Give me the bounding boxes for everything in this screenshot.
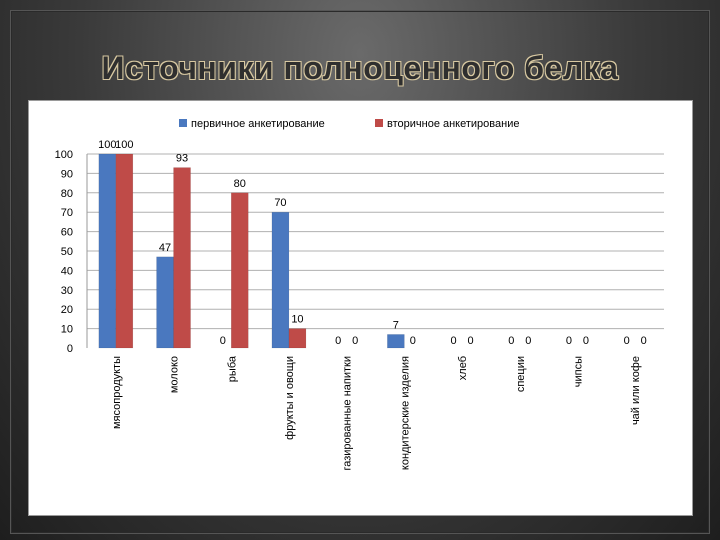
x-tick-label: хлеб	[457, 356, 469, 380]
chart-container: 0 10 20 30 40 50 60 70 80 90 100 первичное анкетиро…	[28, 100, 693, 516]
data-label: 7	[393, 319, 399, 331]
x-tick-label: кондитерские изделия	[399, 356, 411, 470]
y-tick-label: 10	[61, 324, 73, 336]
y-tick-label: 50	[61, 246, 73, 258]
data-label: 0	[566, 335, 572, 347]
y-tick-label: 60	[61, 227, 73, 239]
bar	[288, 328, 307, 349]
x-tick-label: чипсы	[572, 356, 584, 387]
data-label: 100	[115, 139, 133, 151]
bar	[387, 334, 405, 349]
data-label: 0	[641, 335, 647, 347]
slide-frame	[10, 10, 710, 534]
x-tick-label: рыба	[226, 355, 238, 382]
data-label: 0	[508, 335, 514, 347]
x-tick-label: мясопродукты	[111, 356, 123, 429]
bar	[156, 256, 174, 349]
y-tick-label: 0	[67, 343, 73, 355]
y-tick-label: 90	[61, 168, 73, 180]
data-label: 93	[176, 153, 188, 165]
y-tick-label: 40	[61, 265, 73, 277]
data-label: 0	[410, 335, 416, 347]
bar	[98, 153, 117, 349]
data-label: 0	[467, 335, 473, 347]
data-label: 47	[159, 242, 171, 254]
legend-swatch	[179, 119, 187, 127]
data-label: 10	[291, 314, 303, 326]
bar	[115, 153, 134, 349]
bar	[271, 211, 290, 349]
data-label: 0	[220, 335, 226, 347]
data-label: 0	[624, 335, 630, 347]
legend-label: вторичное анкетирование	[387, 118, 519, 130]
data-label: 0	[583, 335, 589, 347]
x-tick-label: чай или кофе	[630, 356, 642, 425]
slide-title: Источники полноценного белка	[101, 50, 619, 86]
bar	[173, 167, 191, 349]
data-label: 0	[450, 335, 456, 347]
x-tick-label: молоко	[169, 356, 181, 393]
y-tick-label: 30	[61, 285, 73, 297]
y-tick-label: 20	[61, 304, 73, 316]
legend-swatch	[375, 119, 383, 127]
y-tick-label: 100	[55, 149, 73, 161]
data-label: 0	[352, 335, 358, 347]
data-label: 0	[335, 335, 341, 347]
legend-label: первичное анкетирование	[191, 118, 325, 130]
data-label: 70	[274, 197, 286, 209]
x-tick-label: фрукты и овощи	[284, 356, 296, 440]
data-label: 0	[525, 335, 531, 347]
data-label: 80	[234, 178, 246, 190]
x-tick-label: специи	[515, 356, 527, 392]
y-tick-label: 70	[61, 207, 73, 219]
bar	[231, 192, 249, 349]
y-tick-label: 80	[61, 188, 73, 200]
data-label: 100	[98, 139, 116, 151]
x-tick-label: газированные напитки	[342, 356, 354, 471]
